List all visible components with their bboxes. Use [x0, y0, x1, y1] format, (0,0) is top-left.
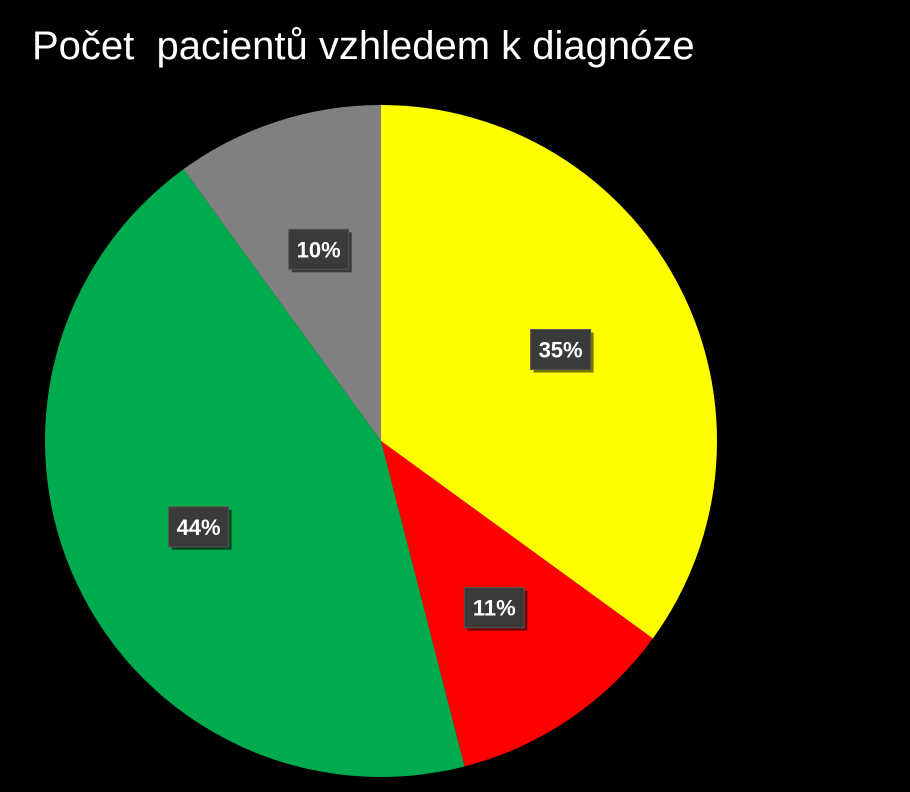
pie-data-label: 35% — [530, 329, 594, 373]
pie-data-label: 11% — [463, 587, 528, 631]
pie-data-labels: 35% 11% 44% 10% — [168, 228, 594, 631]
pie-data-label-text: 10% — [297, 237, 341, 262]
chart-title: Počet pacientů vzhledem k diagnóze — [32, 24, 695, 68]
pie-slices — [45, 105, 718, 777]
pie-data-label: 44% — [168, 506, 232, 550]
pie-slice — [45, 169, 465, 777]
pie-data-label-text: 44% — [177, 515, 221, 540]
pie-data-label-text: 11% — [473, 596, 516, 621]
pie-slice — [183, 105, 381, 441]
pie-data-label-text: 35% — [539, 338, 583, 363]
pie-data-label: 10% — [288, 228, 352, 273]
